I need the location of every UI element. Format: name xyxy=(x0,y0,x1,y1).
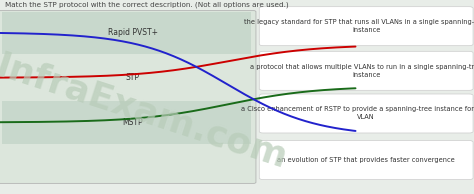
Text: STP: STP xyxy=(126,73,140,82)
Bar xyxy=(2,101,251,144)
Text: Rapid PVST+: Rapid PVST+ xyxy=(108,29,158,37)
Text: InfraExam.com: InfraExam.com xyxy=(0,49,292,176)
Bar xyxy=(2,56,251,99)
FancyBboxPatch shape xyxy=(0,11,256,183)
FancyBboxPatch shape xyxy=(259,140,473,180)
Text: MSTP: MSTP xyxy=(122,118,143,127)
FancyBboxPatch shape xyxy=(259,7,473,46)
Text: a Cisco enhancement of RSTP to provide a spanning-tree instance for each
VLAN: a Cisco enhancement of RSTP to provide a… xyxy=(240,107,474,120)
FancyBboxPatch shape xyxy=(259,94,473,133)
Text: the legacy standard for STP that runs all VLANs in a single spanning-tree
instan: the legacy standard for STP that runs al… xyxy=(245,19,474,33)
Text: an evolution of STP that provides faster convergence: an evolution of STP that provides faster… xyxy=(277,157,455,163)
Text: Match the STP protocol with the correct description. (Not all options are used.): Match the STP protocol with the correct … xyxy=(5,2,288,9)
Text: a protocol that allows multiple VLANs to run in a single spanning-tree
instance: a protocol that allows multiple VLANs to… xyxy=(250,64,474,78)
FancyBboxPatch shape xyxy=(259,51,473,90)
Bar xyxy=(2,12,251,54)
